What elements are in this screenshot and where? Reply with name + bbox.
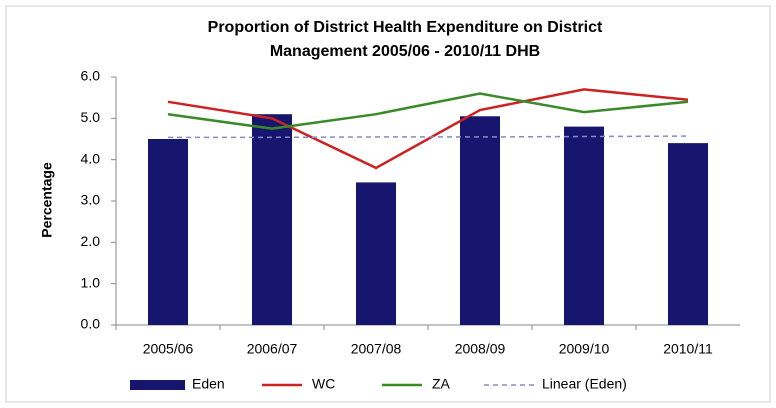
legend-label: Eden xyxy=(192,376,225,392)
bar xyxy=(564,126,604,325)
y-tick-label: 6.0 xyxy=(81,68,101,84)
y-tick-label: 5.0 xyxy=(81,109,101,125)
chart-title: Proportion of District Health Expenditur… xyxy=(208,19,603,36)
legend-label: WC xyxy=(312,376,335,392)
bar xyxy=(252,114,292,325)
bar xyxy=(668,143,708,325)
legend-label: ZA xyxy=(432,376,451,392)
line xyxy=(168,135,689,139)
bar xyxy=(148,139,188,325)
x-tick-label: 2008/09 xyxy=(455,341,506,357)
legend-label: Linear (Eden) xyxy=(542,376,627,392)
x-tick-label: 2010/11 xyxy=(663,341,713,357)
y-tick-label: 1.0 xyxy=(81,274,101,290)
x-tick-label: 2009/10 xyxy=(559,341,610,357)
y-tick-label: 0.0 xyxy=(81,316,101,332)
x-tick-label: 2007/08 xyxy=(351,341,402,357)
bar xyxy=(356,182,396,325)
bar xyxy=(460,116,500,326)
chart-title: Management 2005/06 - 2010/11 DHB xyxy=(270,43,540,60)
y-tick-label: 3.0 xyxy=(81,192,101,208)
x-tick-label: 2006/07 xyxy=(247,341,298,357)
legend-swatch xyxy=(130,380,185,390)
y-axis-label: Percentage xyxy=(39,162,55,238)
line xyxy=(167,88,689,170)
x-tick-label: 2005/06 xyxy=(143,341,194,357)
y-tick-label: 2.0 xyxy=(81,233,101,249)
y-tick-label: 4.0 xyxy=(81,150,101,166)
line xyxy=(167,92,689,130)
